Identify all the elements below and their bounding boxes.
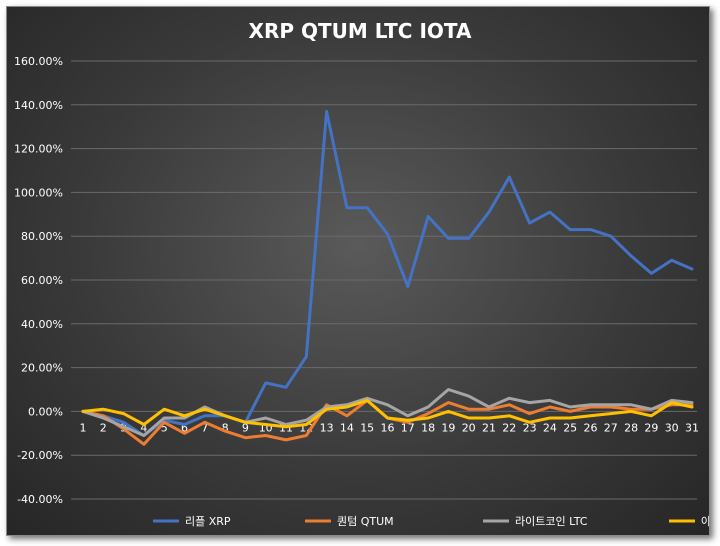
x-tick-label: 23	[523, 421, 537, 434]
x-tick-label: 27	[604, 421, 618, 434]
chart-frame: XRP QTUM LTC IOTA -40.00% -20.00% 0.00% 20.…	[6, 6, 710, 536]
x-tick-label: 20	[462, 421, 476, 434]
y-tick-label: 120.00%	[14, 143, 63, 156]
y-tick-label: 160.00%	[14, 55, 63, 68]
x-tick-label: 25	[563, 421, 577, 434]
x-tick-label: 1	[80, 421, 87, 434]
x-tick-label: 22	[502, 421, 516, 434]
series-line-2	[81, 388, 694, 437]
x-tick-label: 8	[222, 421, 229, 434]
x-tick-label: 24	[543, 421, 557, 434]
series-line-0	[81, 109, 694, 437]
y-tick-label: 0.00%	[28, 405, 63, 418]
x-tick-label: 2	[100, 421, 107, 434]
legend-label: 리플 XRP	[185, 515, 231, 528]
y-axis-ticks: -40.00% -20.00% 0.00% 20.00% 40.00% 60.00% 80.…	[14, 55, 63, 506]
y-tick-label: 80.00%	[21, 230, 63, 243]
x-tick-label: 6	[181, 421, 188, 434]
x-tick-label: 31	[685, 421, 699, 434]
x-tick-label: 5	[161, 421, 168, 434]
y-tick-label: -40.00%	[17, 493, 63, 506]
x-tick-label: 16	[381, 421, 395, 434]
x-tick-label: 28	[624, 421, 638, 434]
x-tick-label: 9	[242, 421, 249, 434]
x-tick-label: 19	[441, 421, 455, 434]
x-tick-label: 29	[644, 421, 658, 434]
y-tick-label: 140.00%	[14, 99, 63, 112]
x-tick-label: 4	[140, 421, 147, 434]
x-tick-label: 18	[421, 421, 435, 434]
x-tick-label: 13	[320, 421, 334, 434]
legend-label: 라이트코인 LTC	[515, 515, 588, 528]
legend: 리플 XRP 퀀텀 QTUM 라이트코인 LTC 아이오타 IOTA	[153, 515, 709, 528]
y-tick-label: 20.00%	[21, 362, 63, 375]
series-lines	[81, 109, 694, 446]
line-chart: XRP QTUM LTC IOTA -40.00% -20.00% 0.00% 20.…	[14, 19, 709, 528]
legend-label: 아이오타 IOTA	[701, 515, 709, 528]
x-tick-label: 14	[340, 421, 354, 434]
x-tick-label: 26	[584, 421, 598, 434]
x-axis-ticks: 1 2 3 4 5 6 7 8 9 10 11 12 13 14 15 16 17 18 19 20 21 22 23 24 2…	[80, 421, 700, 434]
x-tick-label: 15	[360, 421, 374, 434]
y-tick-label: -20.00%	[17, 449, 63, 462]
series-line-3	[81, 398, 694, 429]
y-tick-label: 60.00%	[21, 274, 63, 287]
x-tick-label: 30	[665, 421, 679, 434]
y-tick-label: 40.00%	[21, 318, 63, 331]
x-tick-label: 21	[482, 421, 496, 434]
legend-label: 퀀텀 QTUM	[337, 515, 394, 528]
x-tick-label: 7	[201, 421, 208, 434]
chart-title: XRP QTUM LTC IOTA	[249, 19, 472, 43]
x-tick-label: 17	[401, 421, 415, 434]
y-tick-label: 100.00%	[14, 186, 63, 199]
